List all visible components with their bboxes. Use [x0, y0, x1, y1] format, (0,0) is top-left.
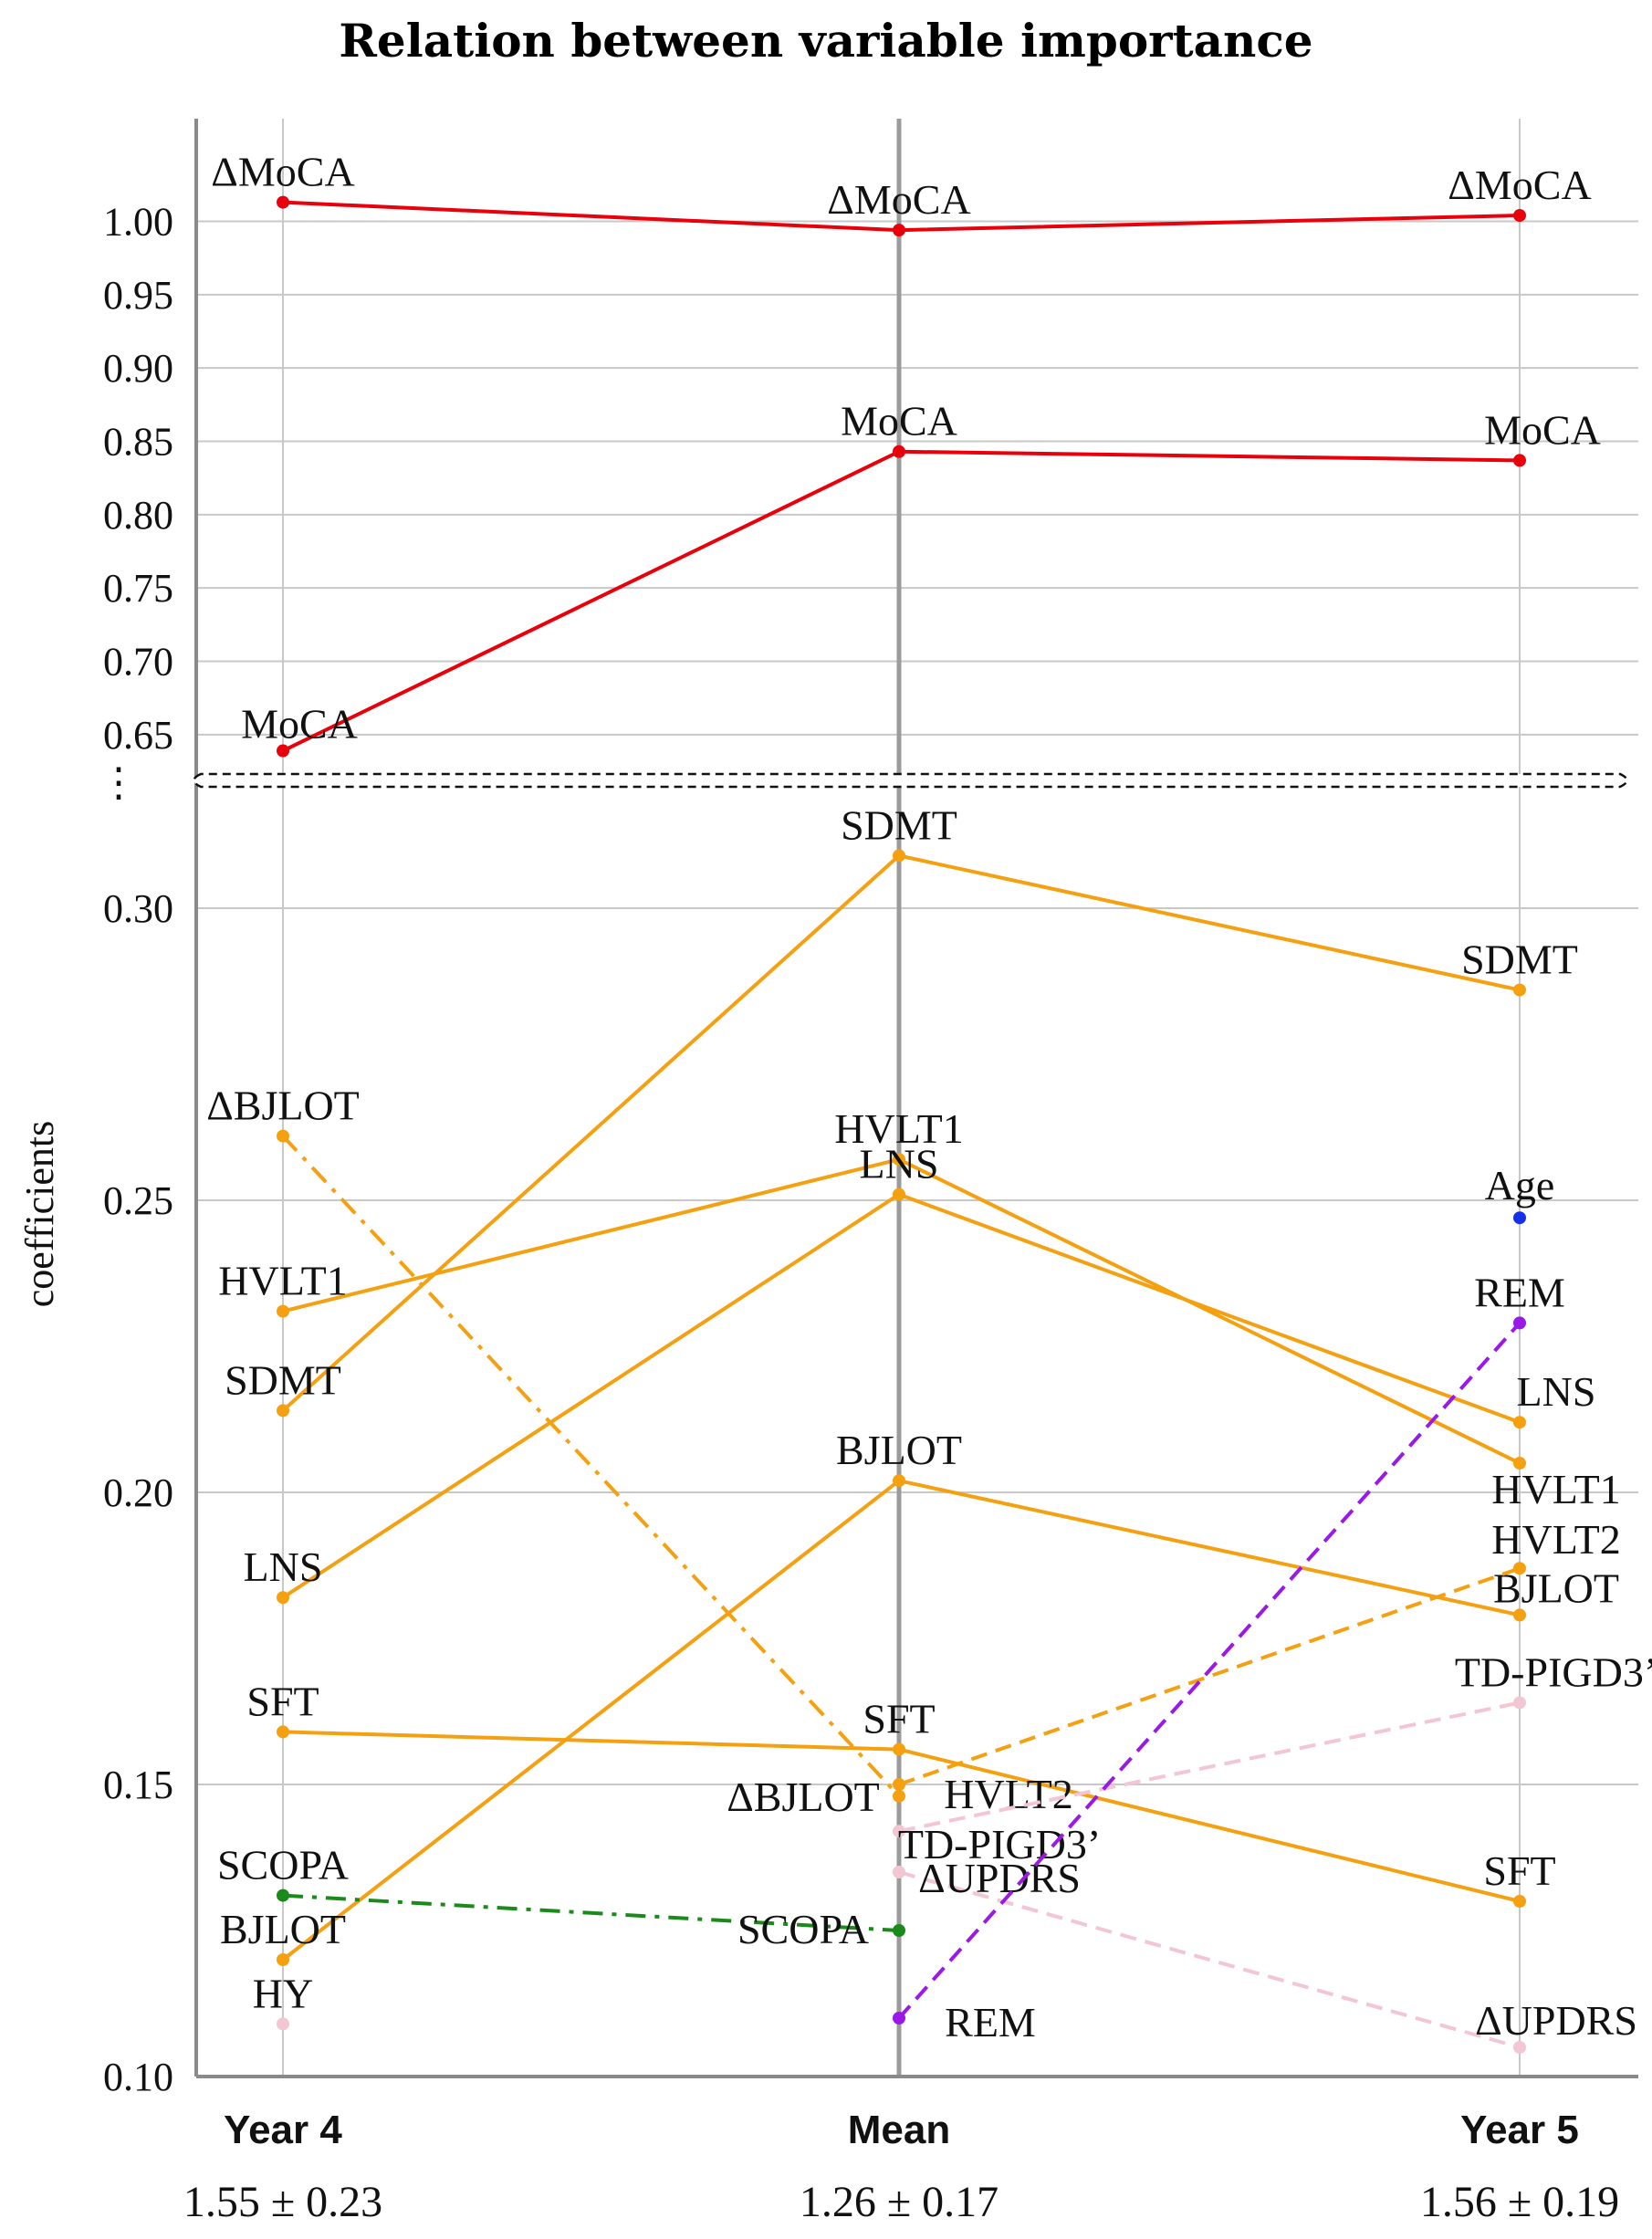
point-label: SCOPA [217, 1842, 349, 1889]
data-point [277, 1404, 289, 1418]
point-label: ΔBJLOT [206, 1083, 360, 1129]
x-category-subtitle: 1.55 ± 0.23 [183, 2178, 382, 2226]
point-label: ΔUPDRS [918, 1855, 1081, 1901]
data-point [893, 1188, 905, 1201]
point-label: Age [1485, 1162, 1555, 1208]
point-label: REM [1474, 1269, 1565, 1315]
y-tick-label: 1.00 [103, 199, 173, 244]
series-line [897, 1322, 1521, 2020]
y-tick-label: 0.10 [103, 2055, 173, 2099]
point-label: LNS [1517, 1368, 1596, 1415]
data-point [893, 1825, 905, 1838]
data-point [893, 849, 905, 863]
point-label: HVLT1 [834, 1105, 963, 1152]
point-label: SDMT [225, 1356, 341, 1403]
data-point [893, 1789, 905, 1803]
data-point [277, 744, 289, 758]
y-tick-label: 0.80 [103, 493, 173, 538]
data-point [893, 1924, 905, 1937]
y-tick-label: 0.30 [103, 886, 173, 931]
y-tick-label: 0.20 [103, 1470, 173, 1515]
point-label: SFT [1483, 1847, 1555, 1894]
data-point [277, 1129, 289, 1143]
point-label: SDMT [841, 801, 957, 848]
data-point [1513, 1696, 1526, 1710]
point-label: BJLOT [1493, 1564, 1619, 1611]
x-category-subtitle: 1.56 ± 0.19 [1420, 2178, 1619, 2226]
y-tick-label: 0.90 [103, 346, 173, 391]
y-tick-label: 0.65 [103, 713, 173, 758]
data-point [893, 2012, 905, 2025]
point-label: LNS [860, 1141, 939, 1188]
data-point [277, 2017, 289, 2031]
point-label: ΔMoCA [827, 176, 970, 223]
data-point [277, 1591, 289, 1605]
data-point [1513, 2041, 1526, 2054]
point-label: TD-PIGD3’ [898, 1821, 1101, 1868]
data-point [1513, 1562, 1526, 1575]
point-label: SFT [863, 1696, 935, 1742]
axis-break-band [193, 772, 1628, 789]
x-category-subtitle: 1.26 ± 0.17 [800, 2178, 999, 2226]
data-point [1513, 1211, 1526, 1225]
data-point [1513, 1895, 1526, 1908]
x-category-label: Year 4 [224, 2108, 342, 2152]
data-point [1513, 983, 1526, 997]
point-label: HVLT1 [1491, 1466, 1620, 1512]
point-label: LNS [244, 1543, 323, 1590]
y-tick-label: 0.75 [103, 566, 173, 611]
point-label: BJLOT [836, 1427, 962, 1473]
point-label: MoCA [841, 398, 957, 445]
data-point [1513, 1316, 1526, 1330]
point-label: BJLOT [220, 1906, 346, 1952]
point-label: ΔUPDRS [1475, 1997, 1637, 2044]
point-label: HY [253, 1970, 313, 2016]
data-point [1513, 1457, 1526, 1470]
point-label: ΔMoCA [1448, 162, 1591, 208]
y-axis-label: coefficients [17, 1121, 62, 1307]
point-label: MoCA [241, 701, 358, 748]
data-point [893, 445, 905, 458]
data-point [893, 224, 905, 237]
series-line [898, 1700, 1521, 1834]
point-label: ΔMoCA [211, 149, 354, 195]
point-label: SCOPA [737, 1906, 869, 1952]
y-tick-label: 0.95 [103, 273, 173, 318]
point-label: REM [945, 1999, 1036, 2045]
data-point [277, 195, 289, 209]
point-label: SFT [246, 1678, 319, 1724]
data-point [277, 1953, 289, 1966]
data-point [893, 1778, 905, 1791]
data-point [277, 1304, 289, 1318]
y-tick-label: 0.85 [103, 420, 173, 465]
series-line [282, 1893, 900, 1932]
data-point [893, 1866, 905, 1878]
point-label: HVLT1 [218, 1258, 347, 1304]
point-label: SDMT [1461, 936, 1578, 983]
point-label: ΔBJLOT [727, 1773, 880, 1820]
series-line [898, 1566, 1521, 1786]
data-point [893, 1153, 905, 1167]
y-tick-label: 0.25 [103, 1178, 173, 1223]
data-point [893, 1474, 905, 1488]
point-label: MoCA [1484, 406, 1601, 453]
data-point [1513, 209, 1526, 223]
data-point [893, 1742, 905, 1756]
data-point [1513, 454, 1526, 467]
point-label: TD-PIGD3’ [1455, 1648, 1652, 1695]
data-point [277, 1889, 289, 1902]
data-point [1513, 1608, 1526, 1622]
y-tick-label: 0.70 [103, 640, 173, 685]
x-category-label: Mean [848, 2108, 950, 2152]
chart-title: Relation between variable importance [339, 14, 1312, 68]
x-category-label: Year 5 [1460, 2108, 1579, 2152]
data-point [1513, 1416, 1526, 1429]
axis-break-symbol: ⋮ [99, 760, 139, 805]
data-point [277, 1725, 289, 1739]
point-label: HVLT2 [1491, 1516, 1620, 1563]
y-tick-label: 0.15 [103, 1763, 173, 1807]
